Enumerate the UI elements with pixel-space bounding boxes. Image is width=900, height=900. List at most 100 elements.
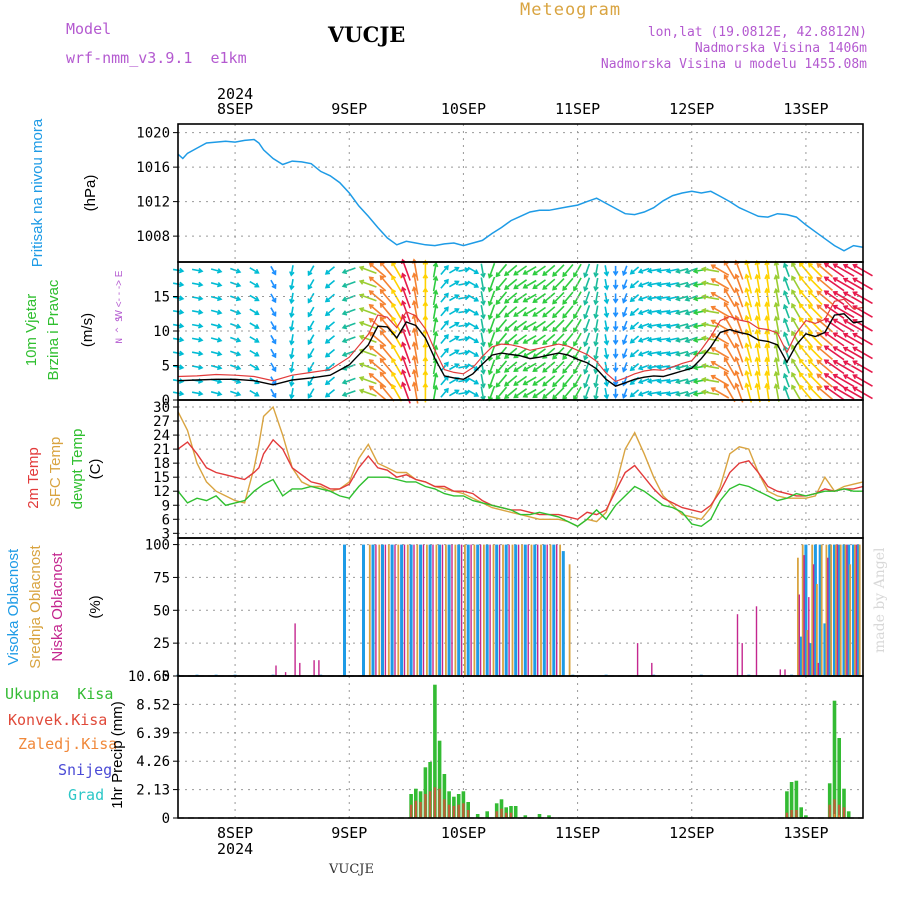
- wind-arrow: [648, 378, 660, 383]
- wind-arrow-head: [754, 356, 761, 362]
- date-tick-top-2: 10SEP: [441, 100, 486, 118]
- wind-arrow-head: [487, 300, 494, 307]
- wind-arrow: [648, 337, 660, 341]
- wind-arrow-head: [358, 362, 365, 368]
- wind-arrow-head: [422, 314, 429, 321]
- wind-arrow-head: [734, 300, 740, 307]
- wind-arrow: [513, 334, 528, 345]
- wind-arrow-head: [454, 363, 460, 369]
- wind-arrow-head: [422, 382, 429, 388]
- wind-arrow: [270, 265, 277, 275]
- wind-arrow: [824, 318, 845, 333]
- wind-arrow-head: [798, 316, 804, 323]
- wind-arrow: [533, 334, 546, 345]
- wind-arrow: [711, 387, 730, 399]
- wind-arrow: [657, 351, 669, 355]
- wind-arrow: [401, 356, 411, 378]
- wind-arrow: [685, 377, 698, 384]
- wind-arrow: [824, 359, 845, 375]
- wind-arrow-head: [583, 286, 589, 292]
- wind-arrow-head: [675, 337, 681, 343]
- wind-arrow: [290, 306, 294, 317]
- date-tick-top-3: 11SEP: [555, 100, 600, 118]
- precip-legend-2: Zaledj.Kisa: [18, 735, 117, 753]
- wind-arrow-head: [341, 379, 348, 385]
- wind-arrow-head: [473, 283, 480, 288]
- wind-arrow: [648, 351, 660, 355]
- wind-arrow-head: [807, 345, 813, 351]
- wind-arrow-head: [216, 390, 223, 397]
- wind-arrow-head: [782, 317, 789, 324]
- wind-arrow: [833, 332, 855, 346]
- wind-arrow-head: [532, 380, 538, 386]
- wind-arrow: [808, 290, 823, 306]
- wind-arrow-head: [443, 306, 449, 312]
- wind-arrow-head: [852, 360, 858, 366]
- cloud-low-bar: [527, 544, 529, 676]
- wind-arrow: [843, 278, 864, 291]
- wind-arrow: [622, 320, 628, 331]
- wind-arrow-head: [842, 332, 849, 338]
- wind-arrow: [191, 365, 203, 369]
- wind-arrow: [630, 266, 640, 275]
- wind-arrow: [657, 282, 669, 286]
- cloud-mid-bar: [854, 544, 856, 676]
- wind-arrow-head: [289, 394, 295, 400]
- wind-arrow-head: [400, 341, 407, 347]
- wind-arrow: [735, 371, 744, 391]
- cloud-unit-label: (%): [87, 595, 104, 618]
- wind-arrow: [584, 360, 591, 374]
- wind-arrow: [523, 279, 537, 289]
- cloud-mid-bar: [839, 544, 842, 676]
- wind-arrow: [824, 345, 845, 361]
- wind-arrow: [775, 344, 780, 362]
- wind-arrow-head: [675, 282, 681, 288]
- wind-arrow-head: [754, 273, 761, 280]
- wind-arrow-head: [368, 303, 374, 309]
- wind-arrow-head: [480, 272, 486, 279]
- wind-arrow: [676, 267, 689, 273]
- wind-arrow: [604, 347, 608, 359]
- wind-arrow: [833, 291, 855, 305]
- wind-arrow: [448, 349, 459, 357]
- cloud-low-bar: [394, 544, 396, 676]
- wind-arrow: [711, 347, 730, 359]
- cloud-low-bar: [313, 660, 315, 676]
- wind-arrow-head: [665, 378, 672, 385]
- wind-arrow: [458, 391, 469, 395]
- wind-arrow-head: [562, 285, 568, 292]
- wind-arrow-head: [637, 309, 644, 316]
- wind-arrow: [533, 265, 546, 276]
- wind-arrow-head: [522, 380, 528, 386]
- wind-arrow-head: [341, 268, 348, 275]
- wind-arrow-head: [391, 302, 397, 308]
- wind-arrow: [562, 360, 574, 374]
- precip-conv-bar: [457, 804, 460, 818]
- wind-arrow-head: [701, 294, 707, 300]
- wind-arrow-head: [341, 391, 348, 397]
- wind-arrow: [448, 294, 459, 302]
- precip-total-bar: [799, 807, 803, 818]
- wind-arrow-head: [583, 382, 589, 389]
- wind-arrow: [630, 280, 640, 289]
- wind-arrow-head: [754, 315, 761, 321]
- wind-arrow-head: [782, 276, 789, 282]
- wind-arrow: [594, 277, 599, 291]
- wind-arrow: [756, 261, 761, 280]
- wind-arrow: [584, 277, 591, 291]
- wind-arrow-head: [513, 311, 519, 317]
- wind-arrow: [816, 263, 834, 278]
- wind-arrow-head: [744, 356, 750, 362]
- wind-arrow-head: [235, 391, 242, 397]
- wind-arrow-head: [684, 310, 690, 316]
- wind-arrow-head: [773, 301, 780, 308]
- wind-arrow: [369, 331, 387, 347]
- cloud-high-bar: [400, 544, 404, 676]
- cloud-mid-bar: [530, 544, 533, 676]
- wind-arrow-head: [454, 389, 460, 395]
- wind-arrow: [765, 316, 770, 335]
- wind-arrow-head: [391, 329, 397, 336]
- wind-arrow-head: [612, 298, 619, 304]
- wind-arrow-head: [324, 269, 331, 275]
- cloud-high-bar: [447, 544, 451, 676]
